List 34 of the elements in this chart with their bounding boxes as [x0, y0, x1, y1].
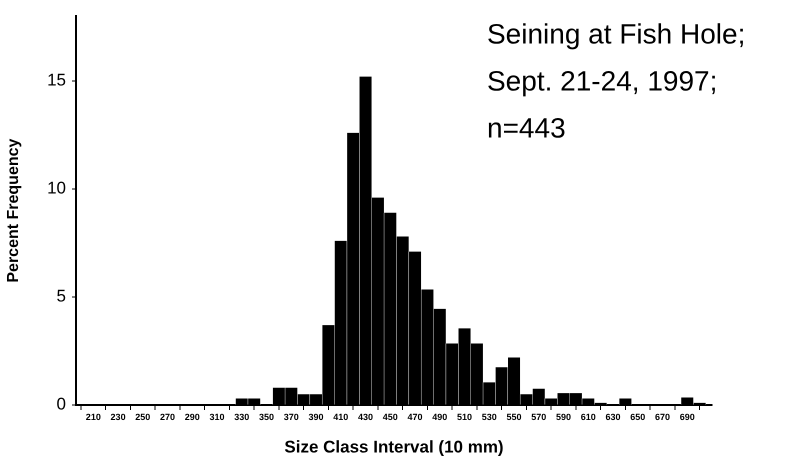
x-tick-label: 250	[135, 412, 150, 422]
x-tick-label: 210	[86, 412, 101, 422]
x-tick-label: 350	[259, 412, 274, 422]
y-axis-title: Percent Frequency	[5, 138, 22, 283]
annotation: n=443	[487, 112, 566, 144]
x-tick-label: 590	[556, 412, 572, 422]
x-tick-label: 390	[308, 412, 324, 422]
x-tick-label: 690	[680, 412, 695, 422]
x-tick-label: 570	[531, 412, 546, 422]
y-tick-label: 10	[47, 178, 66, 198]
x-tick-label: 330	[234, 412, 250, 422]
x-axis-title: Size Class Interval (10 mm)	[284, 437, 504, 456]
x-tick-label: 630	[605, 412, 621, 422]
x-tick-label: 550	[506, 412, 522, 422]
y-tick-label: 5	[56, 286, 66, 306]
x-tick-label: 270	[160, 412, 176, 422]
annotation: Seining at Fish Hole;	[487, 18, 746, 50]
x-tick-label: 610	[580, 412, 596, 422]
x-tick-label: 490	[432, 412, 448, 422]
annotation: Sept. 21-24, 1997;	[487, 66, 718, 97]
x-tick-label: 410	[333, 412, 348, 422]
x-tick-label: 370	[284, 412, 299, 422]
y-tick-label: 15	[47, 70, 66, 90]
x-tick-label: 430	[358, 412, 374, 422]
x-tick-label: 510	[457, 412, 472, 422]
x-tick-label: 290	[184, 412, 200, 422]
x-tick-label: 230	[110, 412, 126, 422]
y-tick-label: 0	[56, 394, 66, 414]
x-tick-label: 470	[408, 412, 423, 422]
x-tick-label: 650	[630, 412, 646, 422]
x-tick-label: 530	[482, 412, 497, 422]
x-tick-label: 670	[654, 412, 670, 422]
x-tick-label: 450	[382, 412, 398, 422]
x-tick-label: 310	[210, 412, 225, 422]
